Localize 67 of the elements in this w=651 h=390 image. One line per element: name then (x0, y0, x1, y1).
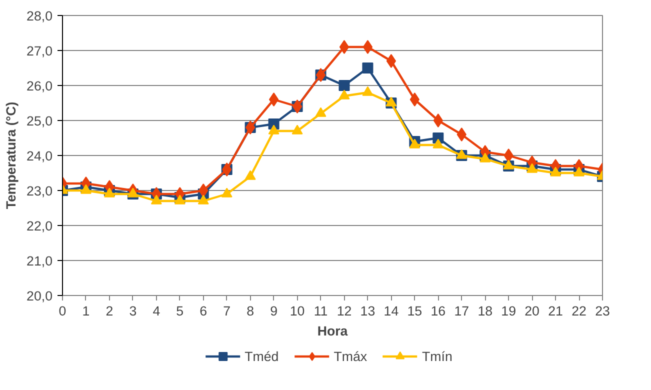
point (574, 166, 585, 176)
x-tick-label: 23 (595, 304, 610, 318)
y-tick-label: 23,0 (26, 184, 53, 198)
point (409, 138, 420, 148)
point (362, 62, 374, 74)
x-tick-label: 8 (246, 304, 254, 318)
point (174, 194, 186, 204)
x-tick-label: 12 (336, 304, 352, 318)
x-tick-label: 16 (430, 304, 446, 318)
y-tick-label: 20,0 (26, 288, 53, 304)
point (432, 138, 444, 148)
x-tick-label: 10 (290, 304, 305, 318)
point (338, 90, 350, 100)
x-tick-label: 9 (270, 304, 278, 318)
point (504, 148, 514, 162)
y-tick-label: 27,0 (26, 44, 53, 58)
y-tick-label: 26,0 (26, 78, 53, 94)
point (268, 92, 279, 106)
point (198, 194, 209, 204)
y-tick-label: 21,0 (26, 254, 53, 268)
point (292, 124, 303, 134)
y-axis-title: Temperatura (°C) (4, 102, 19, 210)
point (433, 114, 443, 128)
point (150, 194, 162, 204)
x-tick-label: 17 (454, 304, 470, 318)
point (480, 152, 491, 162)
x-tick-label: 19 (501, 304, 516, 318)
point (268, 124, 280, 134)
legend-label: Tmáx (334, 348, 368, 364)
x-tick-label: 18 (478, 304, 493, 318)
y-tick-label: 28,0 (26, 8, 53, 24)
point (338, 80, 350, 91)
point (526, 163, 538, 173)
point (550, 166, 562, 176)
x-tick-label: 20 (524, 304, 540, 318)
x-tick-label: 0 (58, 304, 66, 318)
x-tick-label: 11 (314, 304, 328, 318)
x-tick-label: 1 (82, 304, 90, 318)
point (198, 184, 208, 198)
legend-label: Tmín (422, 348, 452, 364)
x-tick-label: 22 (572, 304, 586, 318)
point (386, 54, 396, 68)
y-tick-label: 25,0 (26, 114, 53, 128)
point (456, 128, 466, 142)
y-tick-label: 22,0 (26, 218, 53, 234)
x-tick-label: 13 (360, 304, 376, 318)
point (410, 92, 420, 106)
x-tick-label: 2 (106, 304, 114, 318)
point (244, 170, 256, 180)
x-tick-label: 7 (223, 304, 231, 318)
y-tick-label: 24,0 (26, 148, 53, 164)
legend-label: Tméd (244, 348, 279, 364)
point (221, 188, 232, 198)
x-tick-label: 5 (176, 304, 184, 318)
x-tick-label: 21 (548, 304, 563, 318)
point (339, 40, 350, 54)
point (315, 107, 326, 117)
x-axis-title: Hora (317, 324, 348, 338)
x-tick-label: 6 (200, 304, 208, 318)
x-tick-label: 3 (129, 304, 137, 318)
x-tick-label: 15 (407, 304, 422, 318)
x-tick-label: 4 (152, 304, 161, 318)
point (104, 188, 115, 198)
point (362, 40, 373, 54)
x-tick-label: 14 (384, 304, 400, 318)
point (362, 86, 374, 96)
point (80, 184, 92, 194)
